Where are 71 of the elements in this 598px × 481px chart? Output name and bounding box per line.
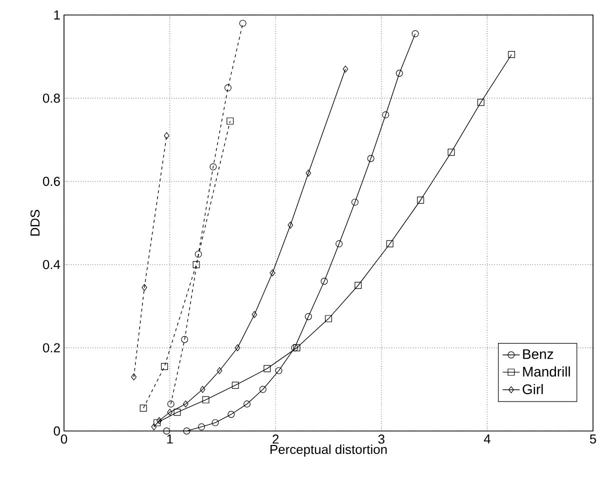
point [198,423,206,430]
x-axis-title: Perceptual distortion [270,444,387,457]
point [163,428,170,434]
point [508,51,516,58]
point [164,132,170,140]
point [194,250,202,258]
point [252,311,258,318]
x-tick-label: 5 [590,434,596,444]
point [228,410,235,418]
point [151,423,157,430]
point [192,261,200,268]
y-axis-title: DDS [30,210,40,236]
point [306,170,312,177]
point [239,20,246,27]
point [291,344,298,352]
y-tick-label: 0.2 [42,343,60,352]
point [396,70,403,77]
point [351,198,358,206]
point [325,315,332,322]
point [210,163,217,170]
legend-label: Girl [522,384,543,394]
point [288,222,294,229]
point [259,386,266,393]
point [216,367,222,374]
legend-label: Benz [523,349,554,360]
point [167,408,172,416]
point [183,428,190,434]
x-tick-label: 0 [60,434,68,444]
point [142,284,148,291]
y-tick-label: 0 [54,426,60,436]
x-tick-label: 1 [167,434,173,444]
point [224,84,232,92]
point [342,66,348,73]
x-tick-label: 3 [378,434,384,444]
point [244,400,251,408]
point [336,240,343,248]
point [200,386,206,393]
point [417,196,424,204]
point [182,400,188,408]
point [234,344,240,352]
point [320,278,328,285]
point [161,363,168,370]
y-tick-label: 1 [54,10,60,20]
point [264,365,271,372]
point [412,30,419,38]
point [270,269,276,276]
x-tick-label: 2 [272,434,279,444]
legend-label: Mandrill [523,366,570,377]
point [448,148,455,156]
point [386,240,394,248]
point [232,382,239,389]
point [156,417,162,424]
point [131,373,137,380]
point [181,336,188,343]
point [202,396,210,404]
point [275,367,282,374]
point [382,111,390,118]
y-tick-label: 0.4 [42,260,60,270]
x-tick-label: 4 [484,434,490,444]
point [304,313,312,320]
point [354,282,362,289]
y-tick-label: 0.6 [42,176,60,186]
point [293,344,300,352]
point [477,98,484,106]
point [226,118,234,125]
point [167,400,174,408]
point [140,404,147,412]
point [367,155,374,162]
point [212,419,219,426]
y-tick-label: 0.8 [42,94,60,103]
point [174,408,181,416]
